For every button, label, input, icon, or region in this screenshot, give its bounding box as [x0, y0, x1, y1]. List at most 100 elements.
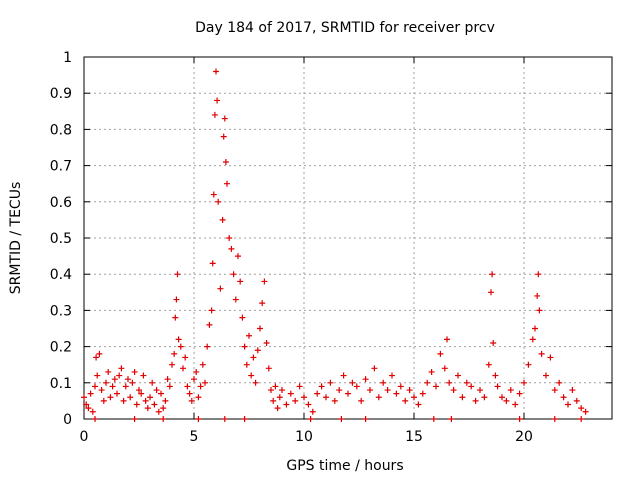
data-point [241, 343, 248, 350]
x-tick-label: 15 [405, 429, 423, 445]
data-point [327, 379, 334, 386]
data-point [116, 372, 123, 379]
data-point [331, 397, 338, 404]
data-point [209, 260, 216, 267]
data-point [191, 376, 197, 383]
data-point [241, 416, 248, 422]
data-point [107, 394, 114, 401]
data-point [98, 387, 105, 394]
x-tick-label: 10 [295, 429, 313, 445]
data-point [100, 397, 107, 404]
data-point [485, 361, 492, 368]
data-point [384, 387, 391, 394]
data-point [158, 390, 164, 397]
data-point [433, 383, 439, 390]
data-point [237, 278, 244, 285]
data-point [213, 68, 219, 75]
y-tick-label: 1 [63, 50, 72, 66]
data-point [489, 271, 496, 278]
data-point [228, 245, 235, 252]
data-points [81, 68, 589, 422]
data-point [415, 401, 422, 408]
data-point [455, 372, 461, 379]
y-axis-label: SRMTID / TECUs [8, 182, 24, 295]
data-point [208, 307, 215, 314]
data-point [477, 387, 483, 394]
data-point [492, 372, 499, 379]
data-point [543, 372, 549, 379]
x-tick-label: 5 [190, 429, 199, 445]
data-point [270, 397, 277, 404]
data-point [248, 372, 255, 379]
data-point [195, 416, 202, 422]
data-point [573, 397, 580, 404]
data-point [180, 365, 186, 372]
data-point [221, 416, 228, 422]
data-point [507, 387, 514, 394]
data-point [206, 321, 213, 328]
data-point [305, 401, 312, 408]
y-tick-label: 0.2 [50, 340, 72, 356]
y-tick-label: 0.7 [50, 159, 72, 175]
data-point [204, 343, 211, 350]
data-point [103, 379, 109, 386]
data-point [516, 416, 523, 422]
data-point [144, 405, 151, 412]
data-point [268, 387, 274, 394]
data-point [184, 383, 191, 390]
data-point [188, 397, 195, 404]
data-point [323, 394, 329, 401]
data-point [221, 115, 228, 122]
data-point [136, 387, 142, 394]
data-point [93, 354, 100, 361]
data-point [534, 292, 541, 299]
data-point [224, 180, 230, 187]
data-point [499, 394, 505, 401]
data-point [217, 285, 224, 292]
data-point [81, 394, 87, 401]
data-point [419, 390, 426, 397]
data-point [538, 350, 545, 357]
data-point [142, 397, 149, 404]
data-point [131, 416, 138, 422]
data-point [406, 387, 413, 394]
data-point [87, 390, 94, 397]
data-point [153, 387, 160, 394]
data-point [215, 198, 222, 205]
data-point [151, 401, 158, 408]
data-point [525, 361, 532, 368]
data-point [129, 379, 136, 386]
data-point [393, 390, 400, 397]
data-point [261, 278, 268, 285]
data-point [127, 394, 134, 401]
data-point [254, 347, 261, 354]
data-point [551, 387, 558, 394]
data-point [296, 383, 303, 390]
data-point [259, 300, 266, 307]
data-point [411, 394, 417, 401]
data-point [175, 336, 182, 343]
y-tick-label: 0.4 [50, 267, 72, 283]
data-point [283, 401, 290, 408]
data-point [481, 394, 488, 401]
data-point [444, 336, 450, 343]
grid-lines [84, 57, 612, 419]
data-point [114, 390, 120, 397]
data-point [358, 397, 365, 404]
data-point [83, 401, 90, 408]
data-point [318, 383, 325, 390]
data-point [133, 401, 140, 408]
data-point [459, 394, 466, 401]
data-point [309, 408, 316, 415]
data-point [89, 408, 96, 415]
data-point [211, 111, 218, 118]
data-point [430, 416, 437, 422]
data-point [92, 383, 98, 390]
data-point [279, 387, 285, 394]
data-point [362, 416, 369, 422]
data-point [169, 361, 175, 368]
data-point [371, 365, 378, 372]
data-point [551, 416, 558, 422]
y-tick-label: 0.3 [50, 303, 72, 319]
data-point [314, 390, 321, 397]
